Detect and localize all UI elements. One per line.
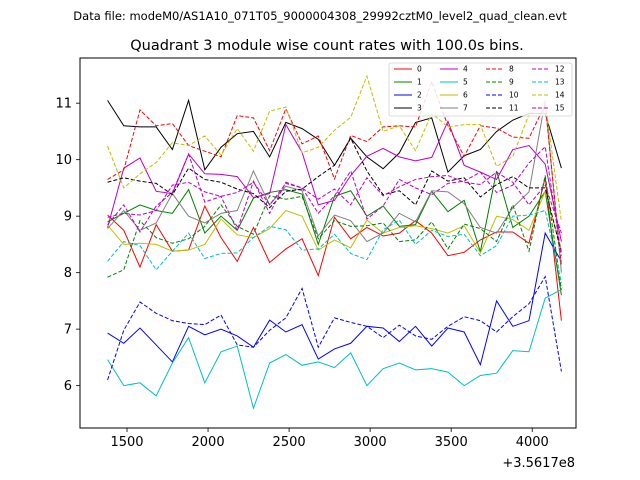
legend-label-15: 15 [555, 104, 565, 113]
y-tick-label: 9 [64, 210, 72, 225]
series-line-9 [107, 175, 562, 290]
chart-title: Quadrant 3 module wise count rates with … [130, 38, 524, 54]
legend-label-12: 12 [555, 65, 565, 74]
x-tick-label: 4000 [516, 435, 549, 450]
x-offset-label: +3.5617e8 [502, 456, 575, 471]
series-line-15 [107, 171, 562, 234]
y-tick-label: 6 [64, 379, 72, 394]
legend-label-6: 6 [463, 91, 468, 100]
series-line-6 [107, 189, 562, 254]
legend-label-11: 11 [509, 104, 519, 113]
series-line-4 [107, 119, 562, 242]
series-line-5 [107, 289, 562, 410]
series-line-2 [107, 231, 562, 367]
legend-label-3: 3 [417, 104, 422, 113]
legend-label-0: 0 [417, 65, 422, 74]
x-tick-label: 2500 [273, 435, 306, 450]
series-line-7 [107, 100, 562, 273]
data-file-header: Data file: modeM0/AS1A10_071T05_90000043… [73, 9, 567, 23]
legend-label-1: 1 [417, 78, 422, 87]
series-line-14 [107, 74, 562, 222]
x-tick-label: 3000 [354, 435, 387, 450]
legend-label-7: 7 [463, 104, 468, 113]
legend-label-8: 8 [509, 65, 514, 74]
legend-label-4: 4 [463, 65, 468, 74]
legend-label-5: 5 [463, 78, 468, 87]
legend-label-10: 10 [509, 91, 519, 100]
series-line-13 [107, 209, 562, 283]
legend-label-13: 13 [555, 78, 565, 87]
legend-box [388, 62, 573, 117]
plot-frame [79, 57, 577, 429]
legend-label-9: 9 [509, 78, 514, 87]
series-line-0 [107, 177, 562, 321]
x-axis: 1500 2000 2500 3000 3500 4000 [110, 428, 549, 450]
y-tick-label: 8 [64, 266, 72, 281]
series-line-1 [107, 170, 562, 296]
series-line-8 [107, 80, 562, 266]
x-tick-label: 1500 [110, 435, 143, 450]
y-axis: 6 7 8 9 10 11 [55, 97, 80, 394]
series-layer [107, 74, 562, 410]
y-tick-label: 10 [55, 153, 72, 168]
x-tick-label: 3500 [435, 435, 468, 450]
series-line-12 [107, 145, 562, 256]
series-line-11 [107, 137, 562, 254]
series-line-10 [107, 275, 562, 381]
y-tick-label: 7 [64, 323, 72, 338]
legend-label-14: 14 [555, 91, 565, 100]
x-tick-label: 2000 [192, 435, 225, 450]
y-tick-label: 11 [55, 97, 72, 112]
legend-label-2: 2 [417, 91, 422, 100]
